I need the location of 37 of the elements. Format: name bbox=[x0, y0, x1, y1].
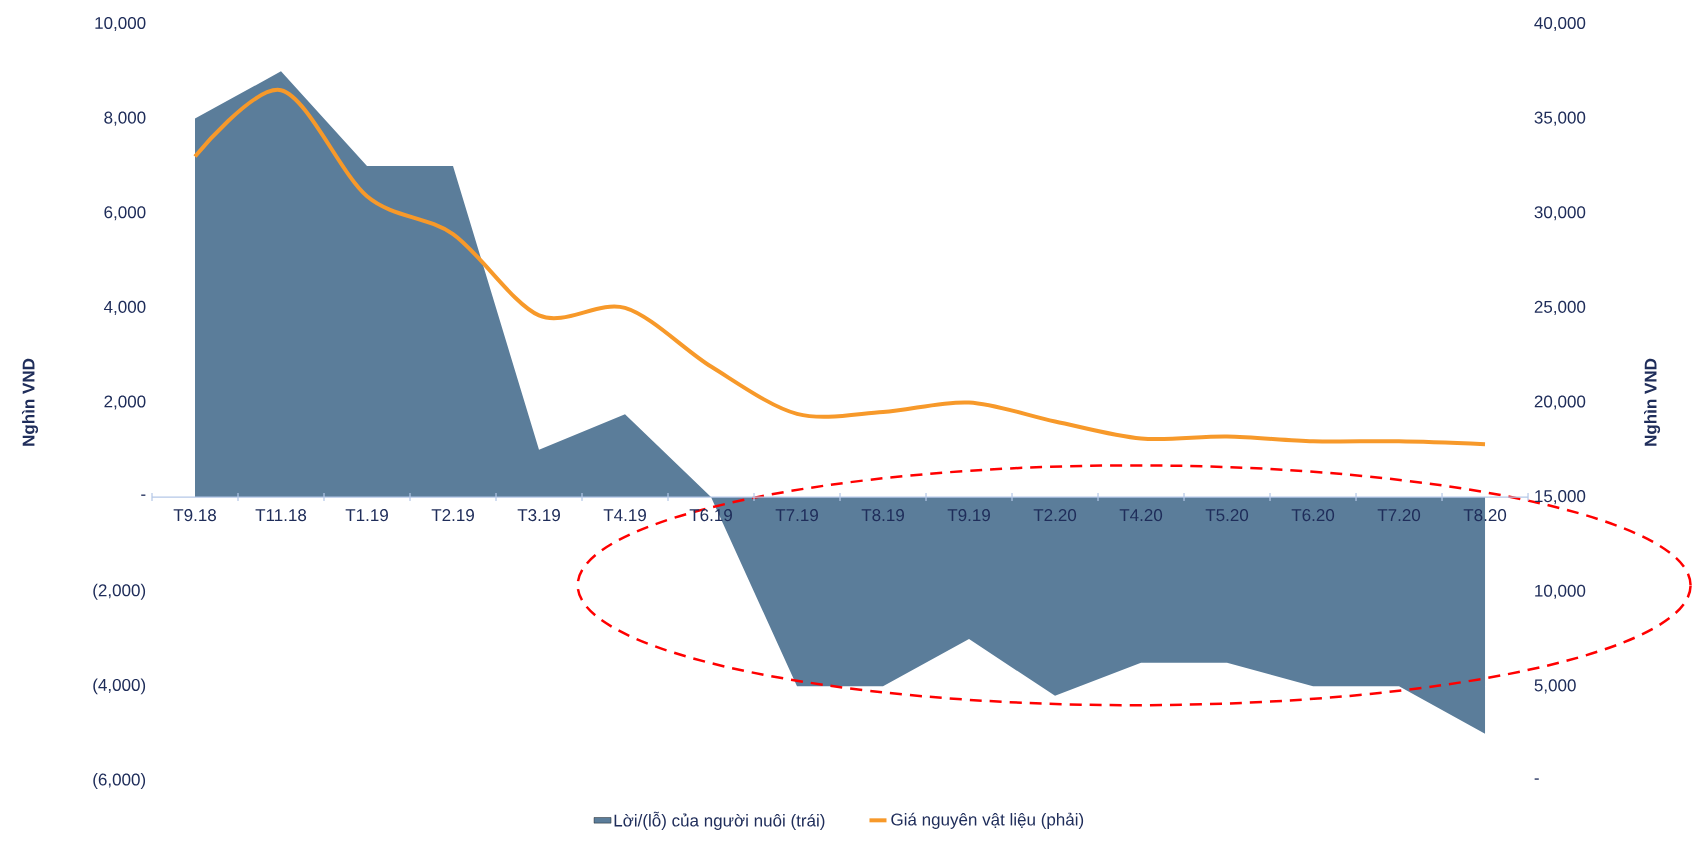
x-tick-label: T9.18 bbox=[173, 509, 216, 522]
x-tick-label: T2.19 bbox=[431, 509, 474, 522]
x-tick-label: T7.19 bbox=[775, 509, 818, 522]
y2-tick-label: 40,000 bbox=[1534, 16, 1586, 32]
x-tick-label: T4.20 bbox=[1119, 509, 1163, 522]
y2-tick-label: 10,000 bbox=[1535, 584, 1586, 599]
x-tick-label: T8.19 bbox=[861, 509, 904, 522]
y-axis-title: Nghìn VND bbox=[21, 358, 39, 446]
x-tick-label: T9.19 bbox=[947, 509, 990, 522]
legend-label: Lời/(lỗ) của người nuôi (trái) bbox=[614, 811, 825, 830]
y-tick-label: (2,000) bbox=[93, 583, 146, 600]
x-tick-label: T11.18 bbox=[255, 509, 307, 522]
y-tick-label: 6,000 bbox=[104, 206, 146, 221]
x-tick-label: T3.19 bbox=[517, 509, 560, 522]
y-tick-label: 10,000 bbox=[95, 16, 146, 31]
legend-label: Giá nguyên vật liệu (phải) bbox=[891, 812, 1084, 829]
y-tick-label: 8,000 bbox=[104, 111, 146, 126]
x-tick-label: T5.20 bbox=[1205, 509, 1249, 522]
x-tick-label: T7.20 bbox=[1377, 509, 1421, 522]
y2-tick-label: 25,000 bbox=[1534, 300, 1586, 315]
y-tick-label: 2,000 bbox=[104, 395, 146, 410]
y2-tick-label: 20,000 bbox=[1534, 395, 1586, 410]
y2-tick-label: 15,000 bbox=[1535, 490, 1586, 505]
y2-tick-label: - bbox=[1534, 778, 1539, 780]
x-tick-label: T2.20 bbox=[1033, 509, 1077, 522]
x-tick-label: T6.20 bbox=[1291, 509, 1335, 522]
y2-axis-title: Nghìn VND bbox=[1644, 358, 1661, 446]
y2-tick-label: 30,000 bbox=[1534, 206, 1586, 221]
y-tick-label: (6,000) bbox=[93, 773, 146, 789]
y-tick-label: - bbox=[141, 494, 146, 496]
line-series bbox=[193, 88, 1488, 447]
y2-tick-label: 35,000 bbox=[1534, 111, 1586, 126]
x-tick-label: T4.19 bbox=[603, 509, 646, 522]
y2-tick-label: 5,000 bbox=[1534, 679, 1576, 694]
y-tick-label: (4,000) bbox=[93, 678, 146, 695]
y-tick-label: 4,000 bbox=[103, 300, 146, 315]
x-tick-label: T1.19 bbox=[345, 509, 388, 522]
